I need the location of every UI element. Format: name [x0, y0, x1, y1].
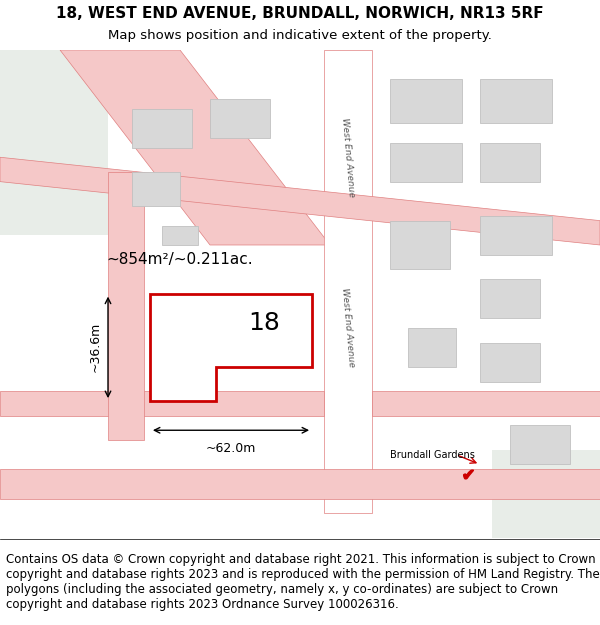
Bar — [480, 142, 540, 182]
Bar — [390, 221, 450, 269]
Text: 18: 18 — [248, 311, 280, 335]
Bar — [210, 99, 270, 138]
Polygon shape — [0, 469, 600, 499]
Bar — [480, 216, 552, 255]
Bar — [510, 426, 570, 464]
Polygon shape — [108, 172, 144, 440]
Polygon shape — [60, 50, 330, 245]
Polygon shape — [0, 158, 600, 245]
Text: 18, WEST END AVENUE, BRUNDALL, NORWICH, NR13 5RF: 18, WEST END AVENUE, BRUNDALL, NORWICH, … — [56, 6, 544, 21]
Bar — [390, 79, 462, 123]
Bar — [480, 279, 540, 318]
Text: West End Avenue: West End Avenue — [340, 118, 356, 198]
Polygon shape — [372, 391, 600, 416]
Bar — [480, 79, 552, 123]
Bar — [132, 109, 192, 148]
Polygon shape — [150, 294, 312, 401]
Text: ~854m²/~0.211ac.: ~854m²/~0.211ac. — [107, 252, 253, 267]
Bar — [480, 342, 540, 381]
Polygon shape — [492, 450, 600, 538]
Bar — [408, 328, 456, 367]
Polygon shape — [324, 50, 372, 513]
Bar — [132, 172, 180, 206]
Polygon shape — [0, 391, 324, 416]
Text: West End Avenue: West End Avenue — [340, 288, 356, 368]
Text: Map shows position and indicative extent of the property.: Map shows position and indicative extent… — [108, 29, 492, 42]
Bar — [162, 226, 198, 245]
Text: ~36.6m: ~36.6m — [89, 322, 102, 372]
Text: ~62.0m: ~62.0m — [206, 442, 256, 456]
Bar — [390, 142, 462, 182]
Text: Brundall Gardens: Brundall Gardens — [389, 449, 475, 459]
Text: Contains OS data © Crown copyright and database right 2021. This information is : Contains OS data © Crown copyright and d… — [6, 553, 600, 611]
Polygon shape — [0, 50, 108, 235]
